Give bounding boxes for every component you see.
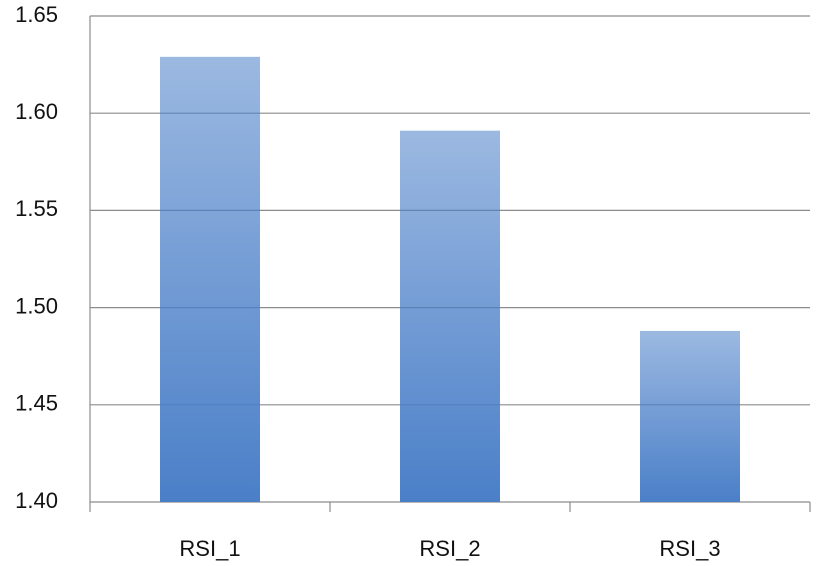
y-tick-label: 1.40 <box>15 488 58 513</box>
bar <box>400 130 500 503</box>
x-tick-label: RSI_1 <box>179 536 240 561</box>
y-tick-label: 1.50 <box>15 293 58 318</box>
y-tick-label: 1.60 <box>15 99 58 124</box>
y-tick-label: 1.45 <box>15 391 58 416</box>
bar <box>160 56 260 502</box>
bar <box>640 330 740 502</box>
x-tick-label: RSI_3 <box>659 536 720 561</box>
y-tick-label: 1.55 <box>15 196 58 221</box>
y-tick-label: 1.65 <box>15 2 58 27</box>
x-tick-label: RSI_2 <box>419 536 480 561</box>
